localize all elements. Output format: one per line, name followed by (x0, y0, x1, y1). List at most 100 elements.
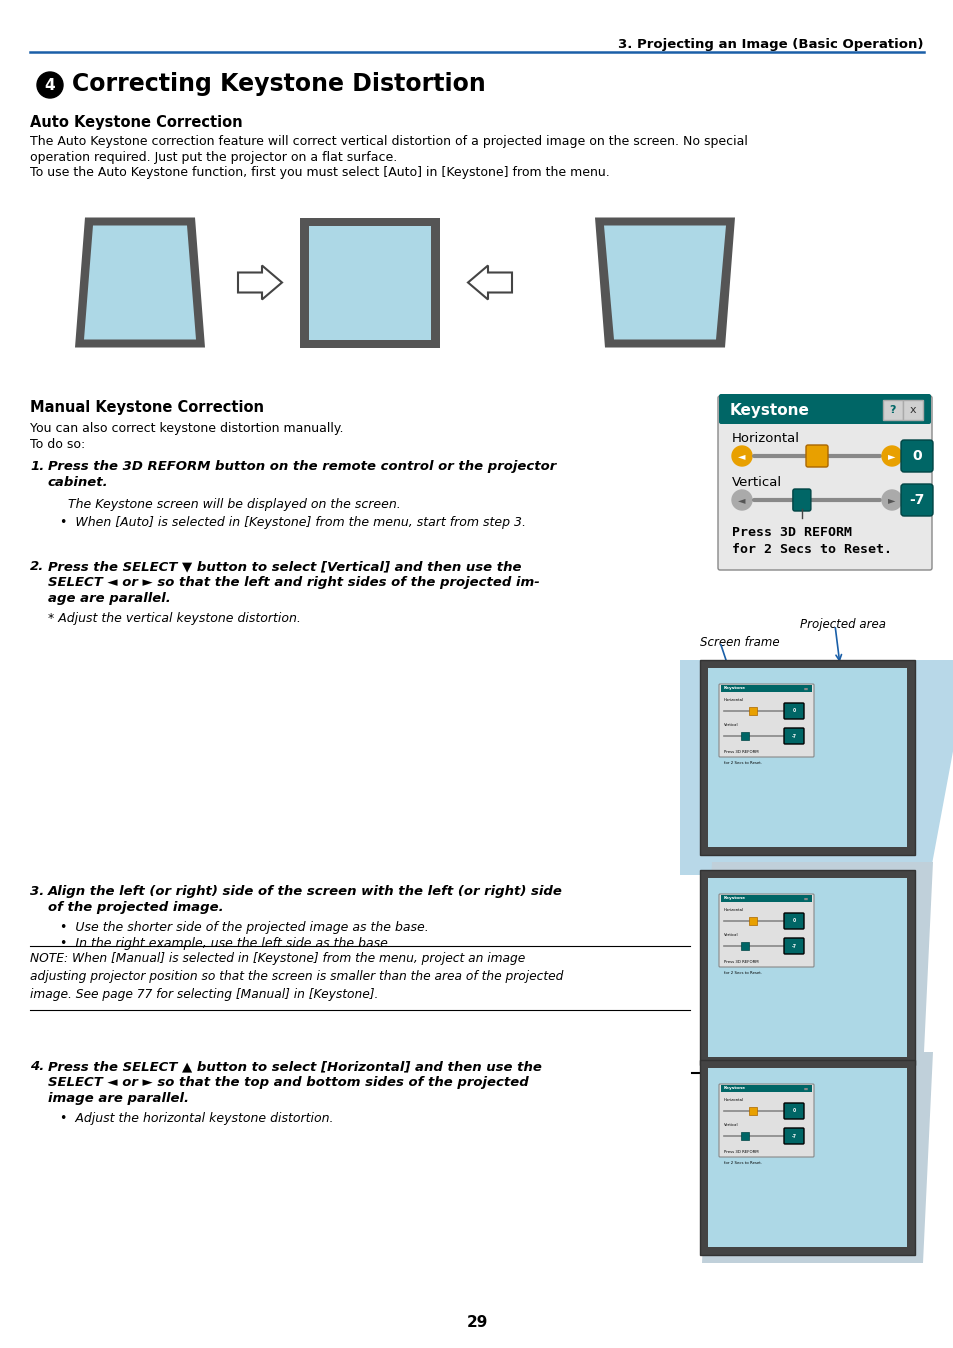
FancyBboxPatch shape (792, 489, 810, 511)
Text: Press 3D REFORM: Press 3D REFORM (723, 749, 758, 754)
Text: 0: 0 (792, 709, 795, 713)
FancyBboxPatch shape (783, 1128, 803, 1144)
Bar (749, 706, 757, 714)
Text: Press 3D REFORM: Press 3D REFORM (723, 960, 758, 964)
Text: ■■: ■■ (803, 686, 808, 690)
Text: ◄: ◄ (738, 452, 745, 461)
FancyBboxPatch shape (900, 439, 932, 472)
Text: ?: ? (889, 404, 895, 415)
Text: for 2 Secs to Reset.: for 2 Secs to Reset. (723, 971, 761, 975)
Polygon shape (701, 1051, 932, 1263)
Text: -7: -7 (908, 493, 923, 507)
Text: of the projected image.: of the projected image. (48, 900, 223, 914)
Bar (740, 942, 748, 950)
FancyBboxPatch shape (783, 704, 803, 718)
Polygon shape (701, 861, 932, 1073)
Bar (700, 661, 914, 855)
Text: Auto Keystone Correction: Auto Keystone Correction (30, 115, 242, 129)
Text: SELECT ◄ or ► so that the top and bottom sides of the projected: SELECT ◄ or ► so that the top and bottom… (48, 1076, 528, 1089)
Bar (740, 1132, 748, 1140)
Text: •  When [Auto] is selected in [Keystone] from the menu, start from step 3.: • When [Auto] is selected in [Keystone] … (60, 516, 525, 528)
Bar (707, 1068, 906, 1247)
Bar (720, 685, 811, 692)
Polygon shape (603, 225, 725, 340)
Text: 0: 0 (911, 449, 921, 462)
Text: ■■: ■■ (803, 1086, 808, 1091)
Text: 2.: 2. (30, 559, 44, 573)
Polygon shape (84, 225, 195, 340)
Text: Press the SELECT ▲ button to select [Horizontal] and then use the: Press the SELECT ▲ button to select [Hor… (48, 1060, 541, 1073)
Text: •  Use the shorter side of the projected image as the base.: • Use the shorter side of the projected … (60, 921, 428, 934)
Circle shape (882, 446, 901, 466)
FancyBboxPatch shape (882, 400, 902, 421)
Text: The Auto Keystone correction feature will correct vertical distortion of a proje: The Auto Keystone correction feature wil… (30, 135, 747, 148)
Text: -7: -7 (791, 1134, 796, 1139)
Text: Manual Keystone Correction: Manual Keystone Correction (30, 400, 264, 415)
Bar (720, 895, 811, 902)
Text: •  In the right example, use the left side as the base.: • In the right example, use the left sid… (60, 937, 392, 950)
Text: Press the 3D REFORM button on the remote control or the projector: Press the 3D REFORM button on the remote… (48, 460, 556, 473)
Polygon shape (679, 661, 953, 875)
Text: Horizontal: Horizontal (723, 909, 743, 913)
Text: Vertical: Vertical (731, 476, 781, 489)
FancyBboxPatch shape (719, 1084, 813, 1157)
Text: Vertical: Vertical (723, 1123, 738, 1127)
Bar (707, 878, 906, 1057)
Text: Keystone: Keystone (723, 1086, 745, 1091)
Text: •  Adjust the horizontal keystone distortion.: • Adjust the horizontal keystone distort… (60, 1112, 334, 1126)
Text: for 2 Secs to Reset.: for 2 Secs to Reset. (723, 1161, 761, 1165)
Polygon shape (75, 217, 205, 348)
Text: Vertical: Vertical (723, 723, 738, 727)
Text: cabinet.: cabinet. (48, 476, 109, 489)
Text: NOTE: When [Manual] is selected in [Keystone] from the menu, project an image
ad: NOTE: When [Manual] is selected in [Keys… (30, 952, 563, 1002)
Text: Vertical: Vertical (723, 933, 738, 937)
FancyBboxPatch shape (719, 894, 813, 967)
Text: Press 3D REFORM: Press 3D REFORM (723, 1150, 758, 1154)
Text: x: x (909, 404, 915, 415)
Bar (740, 732, 748, 740)
Bar (707, 669, 906, 847)
Text: Press the SELECT ▼ button to select [Vertical] and then use the: Press the SELECT ▼ button to select [Ver… (48, 559, 521, 573)
Text: Horizontal: Horizontal (731, 431, 800, 445)
Text: ►: ► (887, 495, 895, 506)
Text: for 2 Secs to Reset.: for 2 Secs to Reset. (723, 762, 761, 766)
Text: 29: 29 (466, 1316, 487, 1330)
Bar (700, 869, 914, 1065)
Text: -7: -7 (791, 944, 796, 949)
FancyBboxPatch shape (719, 683, 813, 758)
Text: Keystone: Keystone (723, 686, 745, 690)
Bar (749, 1107, 757, 1115)
Polygon shape (309, 225, 431, 340)
FancyBboxPatch shape (783, 913, 803, 929)
Text: operation required. Just put the projector on a flat surface.: operation required. Just put the project… (30, 151, 396, 164)
Text: image are parallel.: image are parallel. (48, 1092, 189, 1105)
Text: Screen frame: Screen frame (700, 636, 779, 648)
Bar (720, 1085, 811, 1092)
Text: for 2 Secs to Reset.: for 2 Secs to Reset. (731, 543, 891, 555)
Polygon shape (595, 217, 734, 348)
Text: ■■: ■■ (803, 896, 808, 900)
Circle shape (882, 491, 901, 510)
Bar (720, 398, 928, 422)
FancyBboxPatch shape (805, 445, 827, 466)
FancyBboxPatch shape (783, 1103, 803, 1119)
Text: Keystone: Keystone (729, 403, 809, 418)
Text: -7: -7 (791, 733, 796, 739)
Text: ►: ► (887, 452, 895, 461)
FancyBboxPatch shape (783, 938, 803, 954)
Text: Keystone: Keystone (723, 896, 745, 900)
Text: Horizontal: Horizontal (723, 698, 743, 702)
Text: 3.: 3. (30, 886, 44, 898)
FancyBboxPatch shape (902, 400, 923, 421)
Circle shape (37, 71, 63, 98)
Text: 4.: 4. (30, 1060, 44, 1073)
FancyBboxPatch shape (719, 394, 930, 425)
Text: 3. Projecting an Image (Basic Operation): 3. Projecting an Image (Basic Operation) (618, 38, 923, 51)
Polygon shape (237, 266, 282, 299)
Text: The Keystone screen will be displayed on the screen.: The Keystone screen will be displayed on… (68, 497, 400, 511)
Text: 4: 4 (45, 77, 55, 93)
Circle shape (731, 491, 751, 510)
Text: Correcting Keystone Distortion: Correcting Keystone Distortion (71, 71, 485, 96)
FancyBboxPatch shape (900, 484, 932, 516)
Text: ◄: ◄ (738, 495, 745, 506)
